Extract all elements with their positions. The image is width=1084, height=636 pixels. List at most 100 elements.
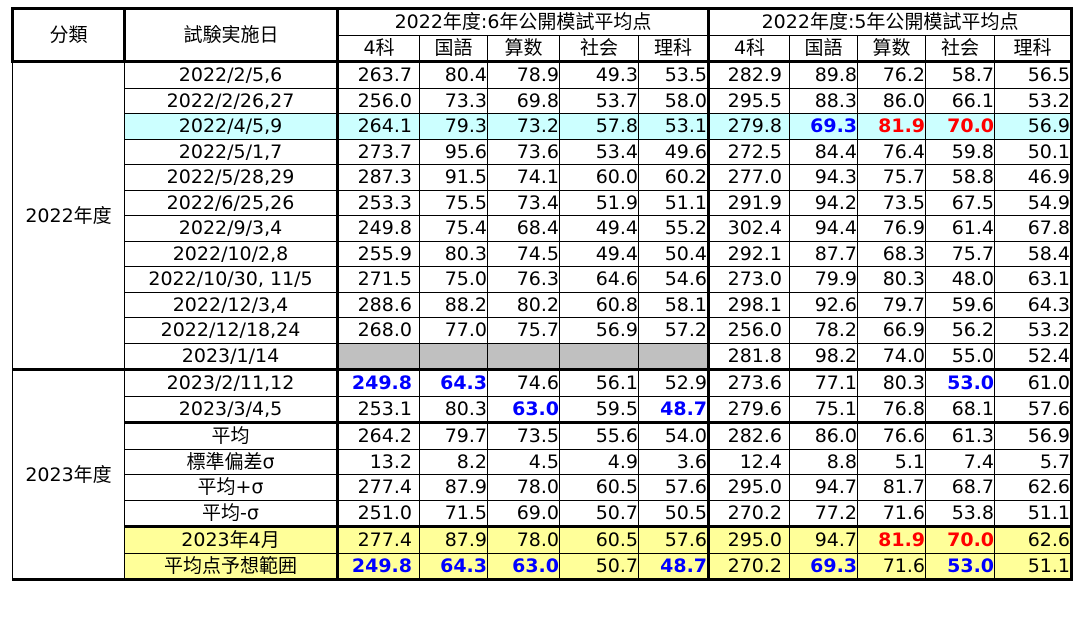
header-category: 分類: [11, 7, 126, 63]
score-cell: 95.6: [419, 138, 488, 165]
score-value: 60.5: [595, 529, 638, 552]
score-cell: 249.8: [336, 552, 420, 581]
score-value: 60.5: [595, 476, 638, 499]
score-cell: 62.6: [994, 474, 1074, 501]
score-value: 76.8: [882, 397, 926, 420]
score-cell: 58.0: [637, 87, 710, 114]
score-value: 73.4: [516, 191, 559, 214]
score-value: 298.1: [727, 293, 783, 316]
score-cell: 55.6: [559, 421, 639, 450]
score-cell: 76.6: [857, 421, 927, 450]
score-cell: 249.8: [336, 368, 420, 397]
score-value: 59.6: [951, 293, 995, 316]
score-value: 55.2: [664, 217, 708, 240]
score-cell: 76.3: [487, 266, 560, 293]
table-row: 2022/12/3,4 288.6 88.2 80.2 60.8 58.1 298.1 92.…: [13, 291, 1074, 318]
score-value: 58.4: [1027, 242, 1071, 265]
score-value: 71.5: [444, 501, 487, 524]
score-value: 288.6: [357, 293, 412, 316]
exam-date-cell: 2023年4月: [124, 525, 338, 554]
table-row: 2022/12/18,24 268.0 77.0 75.7 56.9 57.2 256.0 7…: [13, 317, 1074, 344]
score-cell: 69.8: [487, 87, 560, 114]
score-value: 61.3: [951, 425, 995, 448]
score-value: 94.2: [814, 191, 858, 214]
score-cell: 84.4: [789, 138, 859, 165]
score-cell: 55.2: [637, 215, 710, 242]
score-value: 80.3: [882, 372, 926, 395]
score-cell: 61.3: [925, 421, 996, 450]
score-value: 12.4: [739, 450, 783, 473]
score-value: 13.2: [369, 450, 412, 473]
score-value: 94.7: [814, 529, 858, 552]
score-value: 78.9: [516, 64, 559, 87]
table-row: 2022/10/2,8 255.9 80.3 74.5 49.4 50.4 292.1 87.…: [13, 240, 1074, 267]
score-cell: 48.7: [637, 552, 710, 581]
score-cell: 73.5: [487, 421, 560, 450]
score-value: 57.8: [595, 115, 638, 138]
score-value: 51.1: [1027, 554, 1071, 577]
score-value: 77.2: [814, 501, 858, 524]
score-value: 84.4: [814, 140, 858, 163]
score-cell: 74.5: [487, 240, 560, 267]
score-value: 81.9: [878, 115, 926, 138]
score-value: 282.9: [727, 64, 783, 87]
exam-date-cell: 2022/12/18,24: [124, 317, 338, 344]
score-value: 66.1: [951, 89, 995, 112]
score-value: 8.2: [456, 450, 487, 473]
score-value: 59.8: [951, 140, 995, 163]
score-cell: 77.1: [789, 368, 859, 397]
score-cell: 80.3: [419, 395, 488, 423]
score-cell: 50.7: [559, 552, 639, 581]
table-row: 2022/9/3,4 249.8 75.4 68.4 49.4 55.2 302.4 94.4…: [13, 215, 1074, 242]
score-cell: 80.3: [857, 368, 927, 397]
score-cell: 256.0: [707, 317, 791, 344]
score-value: 251.0: [357, 501, 412, 524]
score-cell: 80.3: [857, 266, 927, 293]
exam-date-cell: 2022/4/5,9: [124, 113, 338, 140]
score-cell: 50.1: [994, 138, 1074, 165]
score-value: 53.7: [595, 89, 638, 112]
score-value: 80.2: [516, 293, 559, 316]
score-cell: 76.2: [857, 61, 927, 89]
score-cell: 273.6: [707, 368, 791, 397]
score-value: 95.6: [444, 140, 487, 163]
score-value: 51.9: [595, 191, 638, 214]
score-value: 80.3: [882, 268, 926, 291]
score-cell: 87.9: [419, 474, 488, 501]
score-cell: 70.0: [925, 525, 996, 554]
score-value: 49.4: [595, 242, 638, 265]
exam-date-cell: 2023/3/4,5: [124, 395, 338, 423]
score-value: 63.0: [512, 554, 559, 577]
score-value: 68.1: [951, 397, 995, 420]
score-cell: 53.4: [559, 138, 639, 165]
score-cell: 57.6: [637, 474, 710, 501]
header-g6-math: 算数: [487, 34, 560, 63]
exam-date-cell: 2022/5/28,29: [124, 164, 338, 191]
score-value: 264.1: [357, 115, 412, 138]
score-cell: 56.2: [925, 317, 996, 344]
empty-score-cell: [487, 342, 560, 370]
score-cell: 80.2: [487, 291, 560, 318]
score-cell: 75.7: [925, 240, 996, 267]
score-value: 295.0: [727, 529, 783, 552]
score-cell: 59.8: [925, 138, 996, 165]
score-cell: 64.6: [559, 266, 639, 293]
score-cell: 295.5: [707, 87, 791, 114]
score-value: 273.6: [727, 372, 783, 395]
table-row: 2022年度 2022/2/5,6 263.7 80.4 78.9 49.3 53.5 282…: [12, 61, 1074, 370]
exam-date-cell: 2022/12/3,4: [124, 291, 338, 318]
empty-score-cell: [637, 342, 710, 370]
score-cell: 251.0: [336, 499, 420, 527]
score-value: 80.3: [444, 242, 487, 265]
score-value: 8.8: [826, 450, 858, 473]
score-cell: 48.0: [925, 266, 996, 293]
score-cell: 270.2: [707, 552, 791, 581]
score-cell: 53.1: [637, 113, 710, 140]
score-value: 277.0: [727, 166, 783, 189]
score-cell: 76.4: [857, 138, 927, 165]
score-value: 273.7: [357, 140, 412, 163]
score-cell: 56.9: [994, 113, 1074, 140]
score-cell: 71.5: [419, 499, 488, 527]
table-row: 2022/10/30, 11/5 271.5 75.0 76.3 64.6 54.6 273…: [13, 266, 1074, 293]
score-cell: 57.6: [637, 525, 710, 554]
